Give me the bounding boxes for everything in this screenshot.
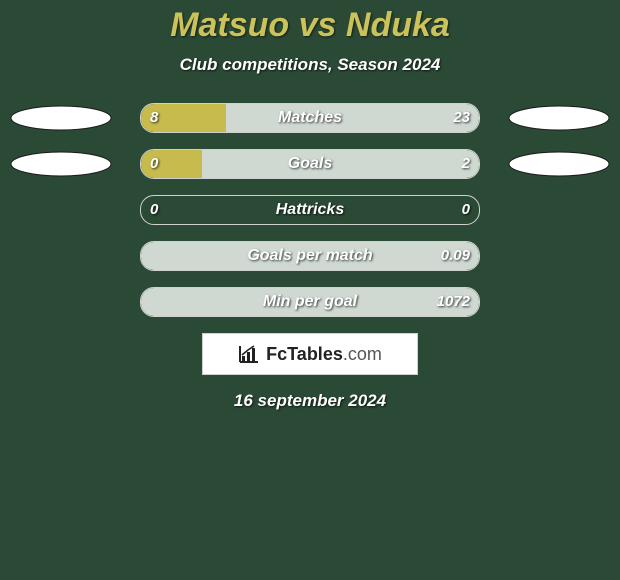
bar-left-fill — [141, 150, 202, 178]
jersey-right-icon — [506, 103, 612, 133]
source-logo: FcTables.com — [202, 333, 418, 375]
subtitle: Club competitions, Season 2024 — [0, 55, 620, 75]
chart-icon — [238, 344, 260, 364]
bar-right-fill — [226, 104, 480, 132]
bar-right-fill — [202, 150, 479, 178]
bar-track — [140, 195, 480, 225]
page-title: Matsuo vs Nduka — [0, 6, 620, 45]
logo-text-bold: FcTables — [266, 344, 343, 364]
jersey-right-icon — [506, 149, 612, 179]
jersey-left-icon — [8, 103, 114, 133]
bar-left-fill — [141, 104, 226, 132]
stat-row: Matches823 — [0, 103, 620, 133]
bar-right-fill — [141, 242, 479, 270]
stat-row: Goals per match0.09 — [0, 241, 620, 271]
stat-row: Goals02 — [0, 149, 620, 179]
bar-track — [140, 241, 480, 271]
logo-text-light: .com — [343, 344, 382, 364]
logo-text: FcTables.com — [266, 344, 382, 365]
bar-right-fill — [141, 288, 479, 316]
stat-row: Hattricks00 — [0, 195, 620, 225]
jersey-left-icon — [8, 149, 114, 179]
stat-row: Min per goal1072 — [0, 287, 620, 317]
bar-track — [140, 103, 480, 133]
comparison-rows: Matches823 Goals02 Hattricks00 Goals per m… — [0, 103, 620, 317]
bar-track — [140, 287, 480, 317]
bar-track — [140, 149, 480, 179]
date-line: 16 september 2024 — [0, 391, 620, 411]
